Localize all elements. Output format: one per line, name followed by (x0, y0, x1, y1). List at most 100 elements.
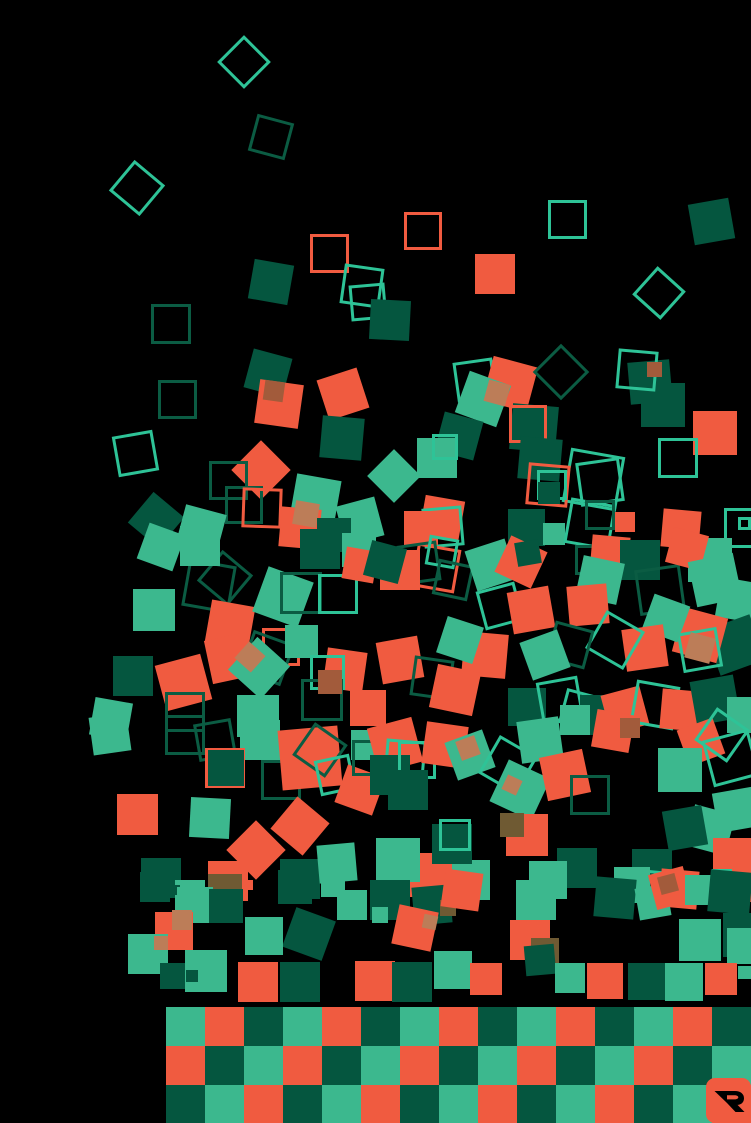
scatter-square (641, 383, 685, 427)
scatter-square (532, 343, 590, 401)
scatter-square (292, 500, 320, 528)
scatter-square (434, 951, 472, 989)
grid-cell (556, 1085, 595, 1123)
scatter-square (111, 429, 160, 478)
scatter-square (514, 539, 542, 567)
grid-cell (166, 1046, 205, 1085)
scatter-square (186, 970, 198, 982)
grid-cell (634, 1007, 673, 1046)
scatter-square (587, 963, 623, 999)
grid-cell (439, 1046, 478, 1085)
scatter-square (428, 663, 482, 717)
grid-cell (517, 1046, 556, 1085)
grid-cell (478, 1085, 517, 1123)
grid-cell (634, 1085, 673, 1123)
grid-cell (361, 1007, 400, 1046)
scatter-square (170, 885, 180, 895)
scatter-square (593, 876, 637, 920)
grid-cell (517, 1085, 556, 1123)
scatter-square (285, 625, 318, 658)
scatter-square (188, 796, 232, 840)
scatter-square (661, 804, 709, 852)
grid-cell (556, 1007, 595, 1046)
scatter-square (108, 159, 166, 217)
scatter-square (705, 963, 737, 995)
scatter-square (543, 523, 565, 545)
grid-cell (517, 1007, 556, 1046)
scatter-square (506, 585, 556, 635)
scatter-square (658, 748, 702, 792)
grid-cell (283, 1046, 322, 1085)
scatter-square (632, 266, 686, 320)
scatter-square (180, 526, 220, 566)
scatter-square (158, 380, 197, 419)
scatter-square (243, 880, 253, 890)
logo-r-glyph (719, 1091, 745, 1112)
scatter-square (560, 705, 590, 735)
grid-cell (283, 1085, 322, 1123)
grid-cell (673, 1007, 712, 1046)
scatter-square (693, 411, 737, 455)
grid-cell (595, 1007, 634, 1046)
grid-cell (634, 1046, 673, 1085)
scatter-square (310, 234, 349, 273)
scatter-square (282, 907, 336, 961)
scatter-square (538, 482, 560, 504)
grid-cell (439, 1007, 478, 1046)
grid-cell (556, 1046, 595, 1085)
scatter-square (165, 692, 205, 732)
scatter-square (319, 415, 365, 461)
grid-cell (205, 1085, 244, 1123)
scatter-square (724, 508, 751, 548)
scatter-square (523, 943, 557, 977)
grid-cell (400, 1007, 439, 1046)
scatter-square (432, 824, 472, 864)
scatter-square (404, 511, 438, 545)
grid-cell (205, 1007, 244, 1046)
scatter-square (548, 200, 587, 239)
scatter-square (404, 212, 442, 250)
scatter-square (151, 304, 191, 344)
grid-cell (244, 1046, 283, 1085)
scatter-square (208, 750, 244, 786)
scatter-square (388, 770, 428, 810)
scatter-square (280, 962, 320, 1002)
scatter-square (679, 919, 721, 961)
grid-cell (673, 1046, 712, 1085)
scatter-square (113, 656, 153, 696)
scatter-square (500, 813, 524, 837)
logo-badge[interactable] (706, 1078, 751, 1123)
scatter-square (280, 572, 322, 614)
scatter-square (217, 35, 271, 89)
scatter-square (516, 880, 556, 920)
scatter-square (628, 963, 665, 1000)
grid-cell (283, 1007, 322, 1046)
scatter-square (209, 889, 243, 923)
scatter-square (140, 872, 170, 902)
grid-cell (322, 1046, 361, 1085)
scatter-square (687, 197, 736, 246)
scatter-square (241, 487, 283, 529)
grid-cell (478, 1007, 517, 1046)
grid-cell (322, 1085, 361, 1123)
scatter-square (372, 907, 388, 923)
scatter-square (376, 838, 420, 882)
scatter-square (225, 486, 263, 524)
scatter-square (318, 574, 358, 614)
scatter-square (585, 500, 615, 530)
scatter-square (439, 819, 471, 851)
scatter-square (160, 963, 186, 989)
grid-cell (166, 1085, 205, 1123)
scatter-square (262, 379, 286, 403)
scatter-square (620, 540, 660, 580)
grid-cell (478, 1046, 517, 1085)
grid-cell (673, 1085, 712, 1123)
grid-cell (322, 1007, 361, 1046)
scatter-square (647, 362, 662, 377)
scatter-square (615, 512, 635, 532)
scatter-square (421, 913, 439, 931)
scatter-square (470, 963, 502, 995)
scatter-square (154, 936, 168, 950)
scatter-square (209, 461, 248, 500)
